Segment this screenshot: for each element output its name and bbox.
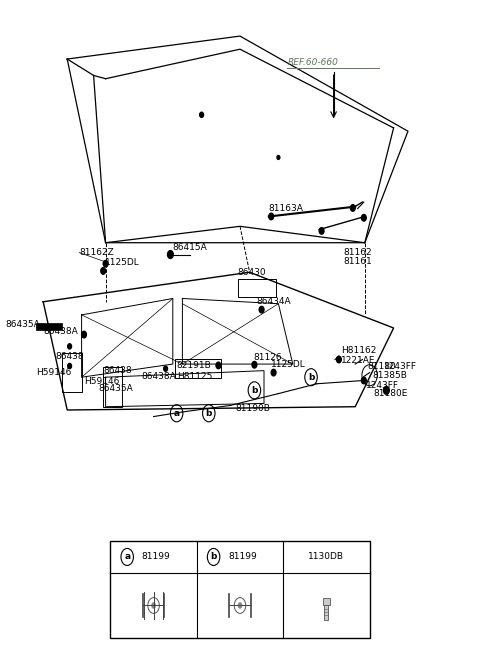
Text: 86435A: 86435A	[6, 320, 40, 329]
Text: a: a	[124, 552, 130, 562]
Text: 86434A: 86434A	[257, 297, 291, 306]
Circle shape	[350, 205, 355, 211]
Text: 86438: 86438	[103, 366, 132, 375]
Text: 81190B: 81190B	[235, 403, 270, 413]
Text: 1243FF: 1243FF	[384, 361, 417, 371]
Bar	[238, 279, 276, 297]
Text: H59146: H59146	[84, 377, 120, 386]
Circle shape	[68, 363, 72, 369]
Text: 81126: 81126	[253, 353, 282, 362]
Circle shape	[168, 251, 173, 258]
Text: 86430: 86430	[238, 268, 266, 277]
Text: H81162: H81162	[341, 346, 376, 356]
Circle shape	[277, 155, 280, 159]
Text: a: a	[174, 409, 180, 418]
Text: 86438: 86438	[55, 352, 84, 361]
Circle shape	[101, 268, 106, 274]
Circle shape	[151, 602, 156, 609]
Text: 81385B: 81385B	[372, 371, 407, 380]
Text: b: b	[210, 552, 217, 562]
Text: 81161: 81161	[343, 256, 372, 266]
Circle shape	[269, 213, 274, 220]
Text: 1130DB: 1130DB	[309, 552, 345, 562]
Circle shape	[238, 602, 242, 609]
Text: 81199: 81199	[228, 552, 257, 562]
Bar	[324, 605, 328, 620]
Circle shape	[216, 362, 221, 369]
Text: 81199: 81199	[142, 552, 170, 562]
Text: 86435A: 86435A	[98, 384, 133, 393]
Circle shape	[336, 356, 341, 363]
Bar	[62, 353, 82, 392]
Text: 86438A: 86438A	[142, 372, 176, 381]
Text: b: b	[251, 386, 258, 395]
Text: H81125: H81125	[177, 372, 212, 381]
Text: 81180: 81180	[367, 361, 396, 371]
Text: 81162: 81162	[343, 248, 372, 257]
Text: b: b	[205, 409, 212, 418]
Circle shape	[259, 306, 264, 313]
Text: 1243FF: 1243FF	[366, 380, 399, 390]
Text: H59146: H59146	[36, 368, 72, 377]
Bar	[323, 598, 330, 605]
Bar	[110, 541, 370, 638]
Circle shape	[82, 331, 86, 338]
Bar	[36, 323, 62, 330]
Text: 82191B: 82191B	[177, 361, 211, 370]
Text: 1221AE: 1221AE	[341, 356, 375, 365]
Circle shape	[361, 215, 366, 221]
Circle shape	[384, 386, 389, 394]
Circle shape	[103, 260, 108, 267]
Text: 81180E: 81180E	[373, 389, 408, 398]
Text: 81163A: 81163A	[269, 204, 304, 213]
Circle shape	[319, 228, 324, 234]
Text: b: b	[308, 373, 314, 382]
Circle shape	[361, 377, 366, 384]
Text: 86415A: 86415A	[173, 243, 207, 252]
Text: 81162Z: 81162Z	[79, 248, 114, 257]
Text: 1125DL: 1125DL	[105, 258, 139, 267]
Bar	[175, 359, 221, 378]
Text: 1125DL: 1125DL	[271, 360, 306, 369]
Circle shape	[200, 112, 204, 117]
Circle shape	[271, 369, 276, 376]
Circle shape	[68, 344, 72, 349]
Bar	[103, 367, 122, 407]
Text: REF.60-660: REF.60-660	[288, 58, 339, 67]
Circle shape	[252, 361, 257, 368]
Text: 86438A: 86438A	[43, 327, 78, 337]
Circle shape	[164, 366, 168, 371]
